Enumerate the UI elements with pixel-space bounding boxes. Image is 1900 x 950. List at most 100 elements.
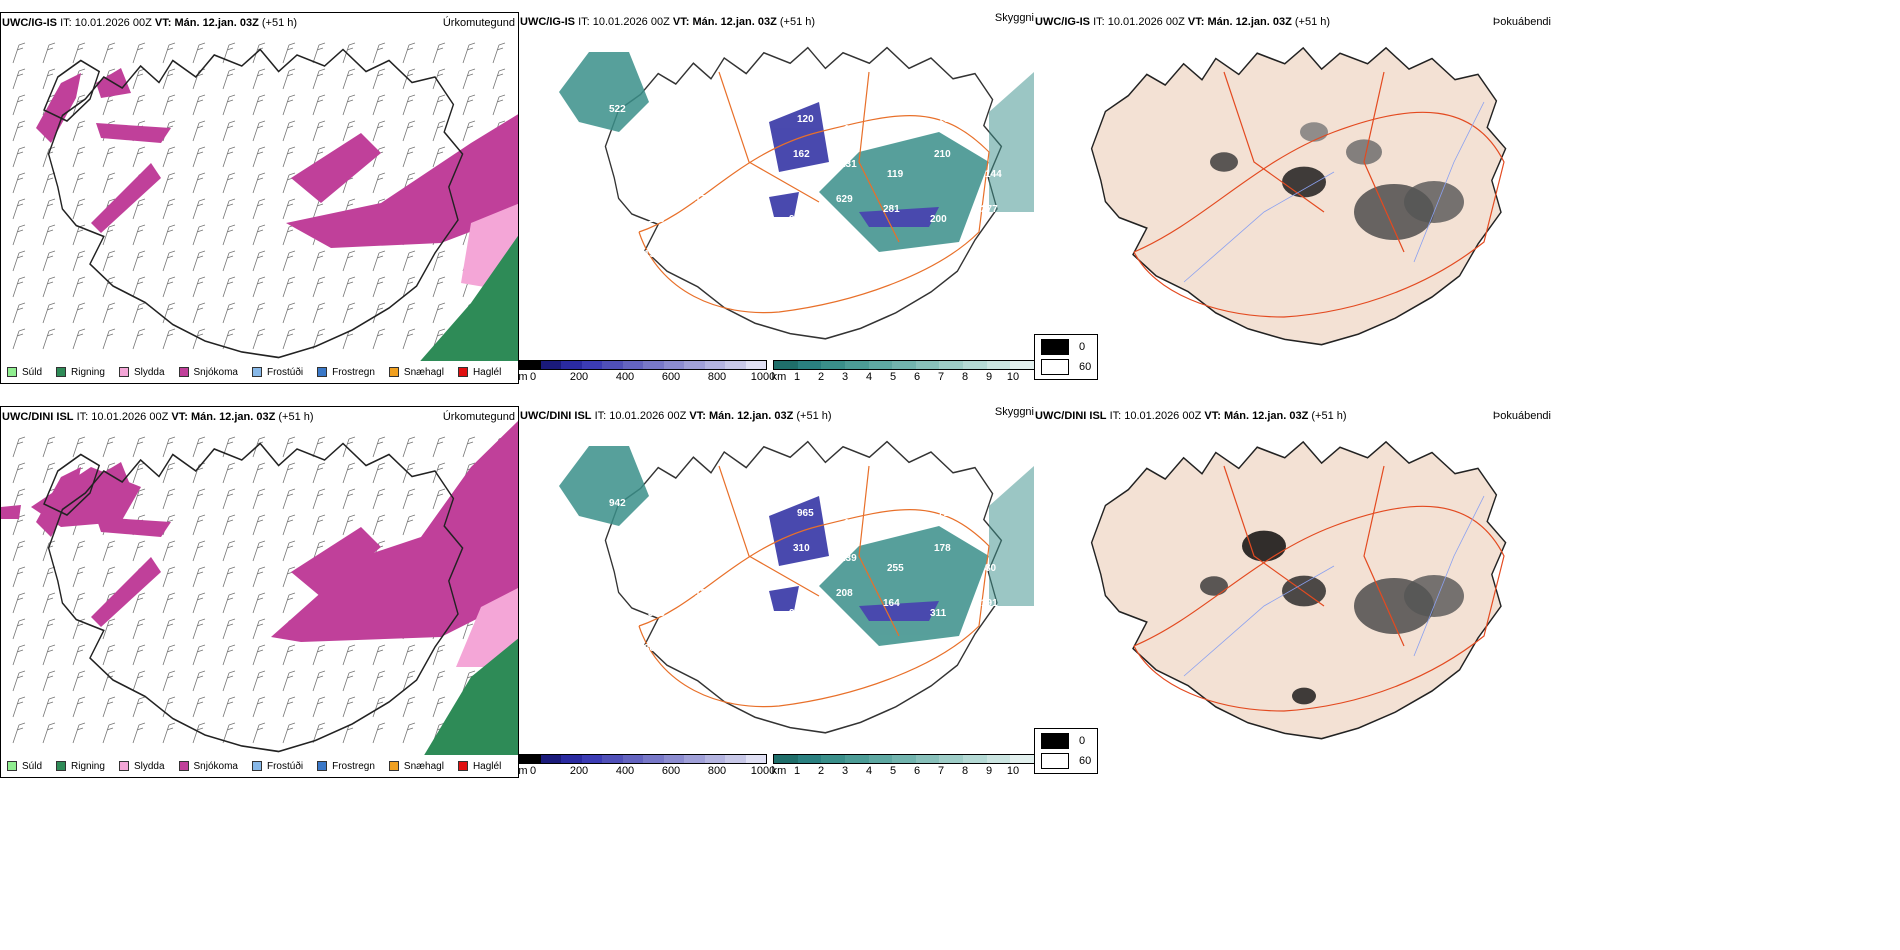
precip-legend-label: Haglél (472, 366, 502, 378)
model-name: UWC/DINI ISL (520, 410, 592, 422)
visibility-value-label: 311 (930, 608, 947, 619)
colorbar-segment (844, 755, 869, 763)
colorbar-segment (821, 361, 845, 369)
precip-legend-label: Haglél (472, 760, 502, 772)
ceiling-unit: m (519, 765, 528, 777)
visibility-tick: 9 (985, 371, 993, 383)
visibility-colorbar: km 1 2 3 4 5 6 7 8 9 10 (772, 360, 1034, 384)
visibility-value-label: 22 (738, 633, 750, 644)
visibility-panel: UWC/DINI ISL IT: 10.01.2026 00Z VT: Mán.… (519, 406, 1034, 778)
visibility-value-label: 160 (648, 214, 665, 225)
it-label: IT: (76, 411, 89, 423)
lead-time: (+51 h) (261, 17, 298, 29)
visibility-tick: 8 (961, 371, 969, 383)
precip-legend-label: Rigning (71, 366, 105, 378)
visibility-value-label: 152 (844, 124, 861, 135)
colorbar-segment (663, 755, 684, 763)
vt-label: VT: (1187, 16, 1205, 28)
vt-value: Mán. 12.jan. 03Z (1223, 410, 1309, 422)
colorbar-segment (868, 755, 893, 763)
ceiling-colorbar: m 0 200 400 600 800 1000 (519, 360, 775, 384)
visibility-colorbar-ticks: km 1 2 3 4 5 6 7 8 9 10 (771, 764, 1034, 778)
ceiling-tick: 800 (707, 371, 727, 383)
precip-swatch (7, 761, 17, 771)
fog-legend-low-row: 60 (1041, 753, 1091, 769)
fog-map (1090, 440, 1507, 740)
panel-title: UWC/IG-IS IT: 10.01.2026 00Z VT: Mán. 12… (1035, 16, 1330, 28)
visibility-value-label: 162 (793, 149, 810, 160)
colorbar-segment (581, 361, 602, 369)
colorbar-segment (602, 361, 623, 369)
colorbar-segment (725, 361, 746, 369)
visibility-value-label: 67 (746, 169, 758, 180)
visibility-panel: UWC/IG-IS IT: 10.01.2026 00Z VT: Mán. 12… (519, 12, 1034, 384)
lead-time: (+51 h) (796, 410, 832, 422)
precip-legend-label: Frostregn (332, 760, 375, 772)
precip-swatch (56, 367, 67, 377)
precip-swatch (317, 367, 328, 377)
it-value: 10.01.2026 00Z (1124, 410, 1202, 422)
visibility-value-label: 103 (938, 114, 955, 125)
colorbar-segment (821, 755, 845, 763)
visibility-tick: 9 (985, 765, 993, 777)
colorbar-segment (643, 361, 664, 369)
visibility-value-label: 277 (981, 204, 998, 215)
precip-legend-label: Snæhagl (403, 366, 444, 378)
colorbar-segment (892, 361, 916, 369)
panel-title: UWC/DINI ISL IT: 10.01.2026 00Z VT: Mán.… (1035, 410, 1347, 422)
precip-swatch (317, 761, 328, 771)
visibility-value-label: 382 (644, 643, 661, 654)
visibility-value-label: 223 (977, 239, 994, 250)
ceiling-tick: 800 (707, 765, 727, 777)
precip-legend-label: Frostúði (266, 760, 304, 772)
precip-swatch (388, 761, 399, 771)
visibility-value-label: 120 (797, 114, 814, 125)
fog-legend: 0 60 (1034, 728, 1099, 774)
visibility-value-label: 21 (742, 598, 754, 609)
colorbar-segment (1010, 361, 1034, 369)
visibility-tick: 5 (889, 371, 897, 383)
visibility-value-label: 144 (985, 169, 1002, 180)
fog-legend-black-swatch (1041, 339, 1069, 355)
visibility-unit: km (771, 765, 787, 777)
visibility-map: 522 490 986 50 120 152 86 103 144 158 111 67 162 131 1… (559, 46, 1034, 340)
visibility-value-label: 138 (695, 588, 712, 599)
precip-swatch (251, 761, 262, 771)
precip-type-title: Úrkomutegund (442, 411, 515, 423)
visibility-value-label: 86 (891, 104, 903, 115)
visibility-value-label: 125 (785, 643, 802, 654)
vt-value: Mán. 12.jan. 03Z (708, 410, 794, 422)
visibility-map: 942 233 27 985 965 17 108 71 80 125 105 320 310 139 25… (559, 440, 1034, 734)
precip-legend-label: Snjókoma (193, 760, 238, 772)
colorbar-segment (797, 755, 822, 763)
colorbar-segment (622, 755, 643, 763)
precip-swatch (457, 761, 468, 771)
model-name: UWC/IG-IS (1035, 16, 1090, 28)
visibility-value-label: 281 (883, 204, 900, 215)
visibility-value-label: 191 (981, 598, 998, 609)
visibility-value-label: 111 (699, 159, 715, 170)
precip-legend-item: Haglél (457, 760, 502, 772)
lead-time: (+51 h) (779, 16, 816, 28)
visibility-value-label: 233 (656, 508, 673, 519)
colorbar-segment (915, 361, 940, 369)
precip-type-panel: UWC/IG-IS IT: 10.01.2026 00Z VT: Mán. 12… (0, 12, 519, 384)
visibility-tick: 10 (1006, 371, 1020, 383)
precip-legend-item: Slydda (118, 761, 165, 772)
colorbar-segment (986, 361, 1011, 369)
fog-map (1090, 46, 1507, 346)
visibility-value-label: 522 (609, 104, 626, 115)
fog-legend-high-label: 0 (1079, 341, 1086, 353)
fog-indicator-panel: UWC/DINI ISL IT: 10.01.2026 00Z VT: Mán.… (1034, 406, 1554, 778)
colorbar-segment (939, 361, 964, 369)
panel-title: UWC/DINI ISL IT: 10.01.2026 00Z VT: Mán.… (520, 410, 832, 422)
precip-type-panel: UWC/DINI ISL IT: 10.01.2026 00Z VT: Mán.… (0, 406, 519, 778)
precip-legend-item: Haglél (457, 366, 502, 378)
panel-title: UWC/IG-IS IT: 10.01.2026 00Z VT: Mán. 12… (520, 16, 815, 28)
fog-legend-low-label: 60 (1079, 755, 1092, 767)
fog-legend-high-label: 0 (1079, 735, 1086, 747)
ceiling-colorbar-strip (519, 754, 767, 764)
visibility-value-label: 985 (750, 498, 767, 509)
visibility-value-label: 965 (797, 508, 814, 519)
model-name: UWC/IG-IS (520, 16, 575, 28)
